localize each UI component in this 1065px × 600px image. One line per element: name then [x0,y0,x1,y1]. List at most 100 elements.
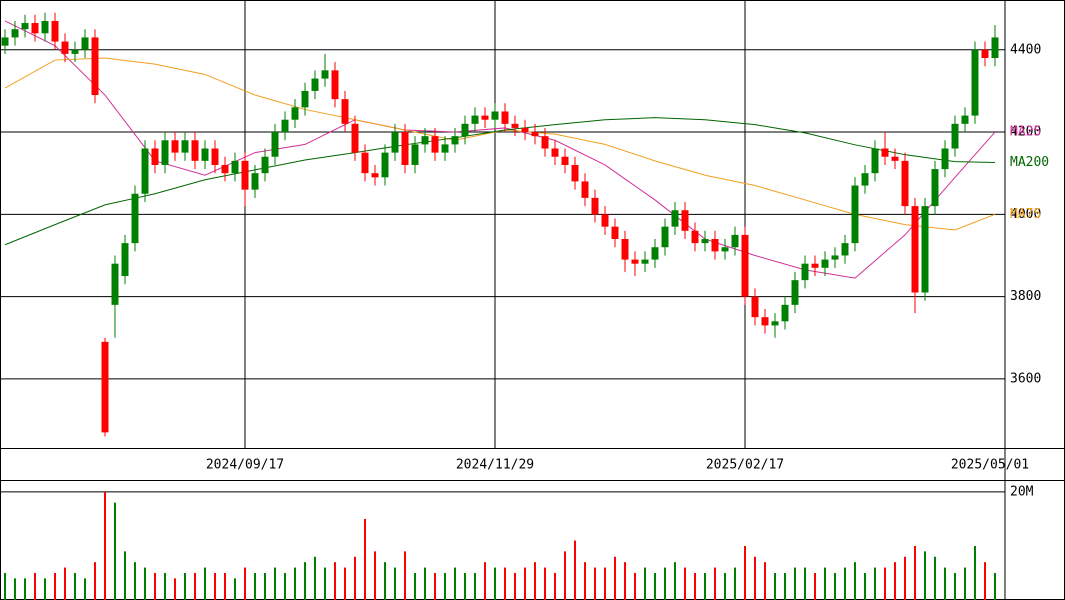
candle-body [231,160,239,174]
candle-body [621,239,629,260]
candle-body [911,206,919,293]
volume-bar [134,562,136,600]
candle-body [471,115,479,124]
volume-bar [384,562,386,600]
volume-bar [914,545,916,600]
volume-bar [994,572,996,600]
volume-bar [224,572,226,600]
volume-bar [544,567,546,600]
volume-bar [724,572,726,600]
volume-bar [594,567,596,600]
candle-body [991,37,999,59]
volume-bar [604,567,606,600]
volume-bar [94,562,96,600]
candle-body [11,29,19,38]
volume-bar [784,572,786,600]
candle-body [841,243,849,256]
volume-bar [794,567,796,600]
volume-bar [854,562,856,600]
volume-bar [54,572,56,600]
candle-body [651,247,659,260]
volume-bar [744,545,746,600]
candle-body [161,140,169,165]
volume-bar [494,567,496,600]
candle-body [51,20,59,42]
candle-body [101,341,109,433]
candle-body [361,152,369,174]
volume-bar [14,578,16,600]
volume-bar [34,572,36,600]
candle-body [221,164,229,174]
candle-body [971,49,979,116]
volume-bar [534,562,536,600]
candle-body [81,37,89,50]
volume-bar [4,572,6,600]
candle-body [181,140,189,153]
candle-body [701,239,709,244]
candle-body [951,123,959,149]
candle-body [831,255,839,260]
candle-body [341,99,349,124]
volume-bar [974,545,976,600]
volume-bar [644,567,646,600]
volume-bar [934,556,936,600]
volume-bar [624,562,626,600]
candle-body [941,148,949,170]
volume-bar [344,567,346,600]
candle-body [301,90,309,108]
candle-body [281,119,289,133]
volume-bar [704,572,706,600]
x-tick-label: 2025/05/01 [951,458,1029,473]
volume-bar [884,567,886,600]
volume-bar [64,567,66,600]
candle-body [811,263,819,268]
volume-bar [804,567,806,600]
volume-bar [554,572,556,600]
volume-bar [124,551,126,600]
volume-bar [204,567,206,600]
candle-body [491,111,499,120]
volume-bar [444,572,446,600]
volume-bar [274,567,276,600]
volume-bar [574,540,576,600]
candle-body [501,111,509,124]
volume-bar [164,572,166,600]
candle-body [981,49,989,59]
volume-bar [634,572,636,600]
volume-bar [654,572,656,600]
candle-body [511,123,519,128]
candle-body [691,230,699,244]
candle-body [751,296,759,318]
candle-body [121,243,129,277]
candle-body [481,115,489,120]
candle-body [821,259,829,268]
volume-bar [194,572,196,600]
candle-body [31,23,39,34]
candle-body [421,136,429,145]
volume-bar [174,578,176,600]
candle-body [741,234,749,297]
volume-bar [44,578,46,600]
volume-bar [154,572,156,600]
volume-bar [894,562,896,600]
candle-body [791,280,799,305]
volume-tick-label: 20M [1010,484,1034,499]
volume-bar [814,572,816,600]
volume-bar [844,567,846,600]
volume-bar [404,551,406,600]
volume-bar [964,567,966,600]
candle-body [451,136,459,145]
candle-body [801,263,809,281]
candle-body [131,193,139,244]
candle-body [431,136,439,153]
volume-bar [684,567,686,600]
candle-body [781,304,789,322]
candle-body [931,169,939,207]
candle-body [631,259,639,264]
y-tick-label: 4000 [1010,207,1041,222]
candle-body [1,37,9,46]
candle-body [461,123,469,137]
volume-bar [184,572,186,600]
